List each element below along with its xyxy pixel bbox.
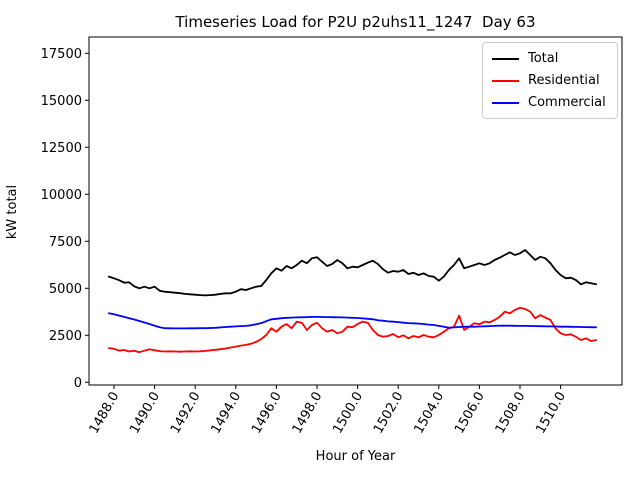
x-tick-label: 1500.0	[330, 390, 366, 437]
y-tick-label: 7500	[49, 235, 82, 250]
x-tick-label: 1492.0	[168, 390, 204, 437]
x-tick-label: 1498.0	[290, 390, 326, 437]
y-tick-label: 15000	[41, 94, 82, 109]
x-tick-label: 1494.0	[209, 390, 245, 437]
x-tick-label: 1488.0	[87, 390, 123, 437]
y-tick-label: 10000	[41, 188, 82, 203]
x-tick-label: 1502.0	[371, 390, 407, 437]
legend-label-commercial: Commercial	[528, 95, 606, 110]
series-line-total	[108, 249, 597, 297]
x-tick-label: 1508.0	[493, 390, 529, 437]
legend-item-residential: Residential	[492, 72, 608, 89]
y-tick-label: 12500	[41, 141, 82, 156]
y-tick-label: 5000	[49, 282, 82, 297]
y-tick-label: 17500	[41, 47, 82, 62]
legend-label-residential: Residential	[528, 73, 600, 88]
series-line-commercial	[108, 312, 597, 330]
y-axis-label: kW total	[5, 184, 20, 240]
legend-label-total: Total	[528, 51, 559, 66]
series-line-residential	[108, 306, 597, 354]
legend-box: Total Residential Commercial	[482, 42, 618, 119]
legend-line-sample-residential	[492, 79, 519, 82]
axes-frame	[88, 36, 623, 386]
x-tick-label: 1504.0	[412, 390, 448, 437]
y-tick-label: 2500	[49, 329, 82, 344]
x-tick-label: 1490.0	[127, 390, 163, 437]
x-axis-label: Hour of Year	[315, 449, 396, 464]
legend-item-commercial: Commercial	[492, 94, 608, 111]
y-tick-label: 0	[74, 376, 82, 391]
legend-line-sample-commercial	[492, 101, 519, 104]
chart-title: Timeseries Load for P2U p2uhs11_1247 Day…	[175, 13, 536, 31]
x-tick-label: 1496.0	[249, 390, 285, 437]
x-tick-label: 1510.0	[533, 390, 569, 437]
legend-line-sample-total	[492, 57, 519, 60]
legend-item-total: Total	[492, 50, 608, 67]
x-tick-label: 1506.0	[452, 390, 488, 437]
